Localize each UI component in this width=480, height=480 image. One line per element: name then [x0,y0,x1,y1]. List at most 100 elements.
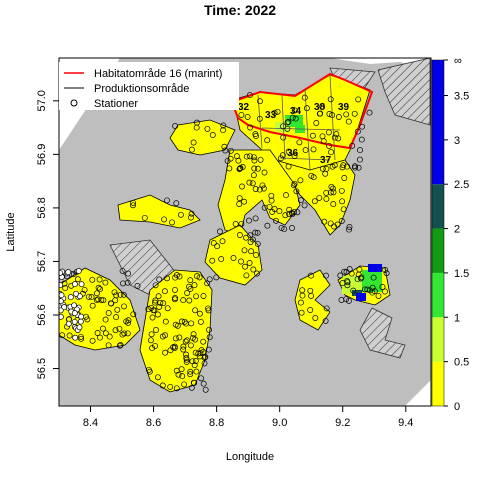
station-marker [355,164,362,171]
station-marker [193,293,200,300]
station-marker [346,226,352,233]
station-marker [105,342,112,349]
station-marker [284,125,291,132]
station-marker [102,316,109,323]
open-sea-north [59,58,430,70]
station-marker [271,109,278,116]
station-marker [247,232,254,239]
station-marker [327,96,334,103]
station-marker [382,288,388,295]
station-marker [268,197,275,204]
station-marker [239,164,246,170]
station-marker [71,302,78,309]
station-marker [59,298,64,305]
station-marker [154,374,161,381]
station-marker [191,282,198,289]
station-marker [164,275,170,282]
station-marker [71,310,78,317]
station-marker [117,342,124,348]
colorbar-tick-label: 1.5 [454,268,469,280]
station-marker [218,256,225,263]
station-marker [65,269,72,276]
y-axis-label: Latitude [5,212,17,251]
station-marker [184,337,191,344]
station-marker [152,342,159,349]
station-marker [251,157,258,164]
station-marker [93,290,100,297]
station-marker [102,279,109,286]
station-marker [62,285,69,292]
station-marker [331,134,338,141]
station-marker [344,282,351,289]
station-marker [113,292,120,299]
station-marker [339,198,346,205]
y-tick-label: 56.5 [36,358,48,379]
station-marker [266,203,273,210]
station-marker [106,333,113,340]
station-marker [94,330,101,336]
station-marker [356,156,363,163]
station-marker [260,185,267,192]
area-label-32: 32 [238,102,250,113]
station-marker [172,335,179,342]
colorbar-tick-label: ∞ [454,55,462,67]
station-marker [192,336,199,343]
station-marker [323,305,330,312]
station-marker [345,118,352,125]
station-marker [159,382,166,389]
station-marker [246,217,252,224]
station-marker [310,146,317,153]
station-marker [369,289,376,296]
station-marker [350,287,357,294]
y-axis: 56.5 56.6 56.7 56.8 56.9 57.0 [36,90,59,379]
station-marker [280,123,286,130]
station-marker [261,169,268,176]
value-cell-east-low [342,276,362,294]
station-marker [328,183,335,190]
station-marker [264,222,271,229]
station-marker [156,303,163,310]
station-marker [322,170,329,177]
station-marker [188,146,195,153]
station-marker [95,284,102,291]
station-marker [59,282,64,289]
station-marker [259,182,266,189]
station-marker [250,172,257,179]
value-cell-east-medium [362,270,382,292]
station-marker [359,123,366,130]
station-marker [291,180,298,187]
station-marker [187,342,194,349]
colorbar-tick-label: 2 [454,224,460,236]
station-marker [71,281,78,288]
station-marker [352,164,359,171]
station-marker [330,185,336,192]
station-marker [169,219,175,226]
station-marker [321,218,328,225]
station-marker [161,288,168,295]
station-marker [196,310,203,317]
station-marker [257,98,263,105]
station-marker [190,139,197,146]
station-marker [206,334,213,341]
colorbar: 0 0.5 1 1.5 2 2.5 3 3.5 ∞ [431,55,469,413]
station-marker [289,225,295,231]
station-marker [160,300,167,307]
water-northwest-arm [169,119,236,156]
value-cell-low [275,122,289,132]
station-marker [238,258,244,265]
station-marker [325,129,332,136]
station-marker [344,278,351,285]
station-marker [197,318,204,325]
station-marker [307,307,314,313]
x-tick-label: 8.6 [146,417,161,429]
station-marker [125,317,132,324]
station-marker [124,279,131,286]
station-marker [59,307,64,314]
station-marker [286,211,293,217]
station-marker [236,232,243,238]
station-marker [307,272,314,279]
station-marker [78,335,85,342]
station-marker [192,358,199,364]
station-marker [308,292,315,299]
